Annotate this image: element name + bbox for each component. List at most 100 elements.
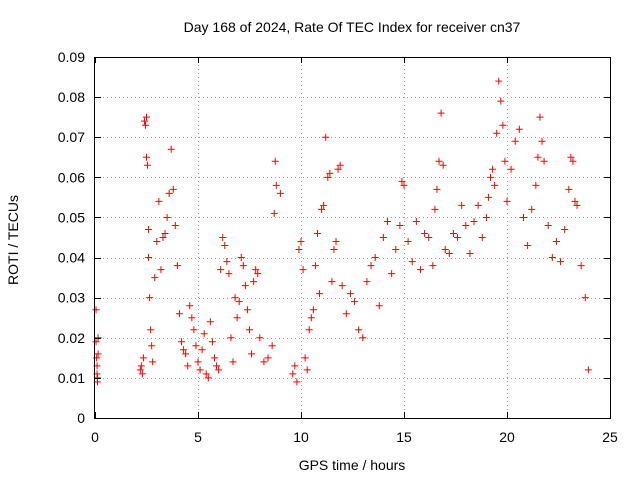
data-point [346, 290, 354, 298]
data-point [169, 185, 177, 193]
data-point [94, 334, 102, 342]
data-point [388, 270, 396, 278]
data-point [470, 217, 478, 225]
data-point [493, 129, 501, 137]
axis-ticks [95, 57, 611, 419]
data-point [499, 121, 507, 129]
data-point [439, 161, 447, 169]
data-point [375, 302, 383, 310]
data-point [250, 278, 258, 286]
grid-layer [95, 57, 610, 418]
data-point [270, 209, 278, 217]
data-point [318, 205, 326, 213]
data-point [241, 282, 249, 290]
data-point [227, 334, 235, 342]
y-tick-label: 0 [77, 410, 85, 426]
data-point [260, 358, 268, 366]
data-point [297, 238, 305, 246]
data-point [581, 294, 589, 302]
data-point [437, 109, 445, 117]
data-point [204, 374, 212, 382]
data-point [153, 238, 161, 246]
data-point [146, 294, 154, 302]
data-point [355, 326, 363, 334]
data-point [478, 234, 486, 241]
data-point [159, 234, 167, 241]
data-point [254, 270, 262, 278]
data-point [544, 221, 552, 229]
data-point [167, 145, 175, 153]
data-point [184, 362, 192, 370]
data-point [180, 346, 188, 354]
data-point [157, 266, 165, 274]
data-point [196, 366, 204, 374]
data-point [299, 266, 307, 274]
data-point [256, 334, 264, 342]
data-point [462, 221, 470, 229]
y-tick-label: 0.02 [58, 330, 85, 346]
data-point [524, 242, 532, 250]
data-point [289, 370, 297, 378]
y-tick-label: 0.03 [58, 290, 85, 306]
data-point [322, 133, 330, 141]
data-point [336, 161, 344, 169]
data-point [435, 157, 443, 165]
data-point [192, 342, 200, 350]
data-point [92, 338, 100, 346]
x-tick-label: 0 [91, 429, 99, 445]
data-point [429, 262, 437, 270]
data-point [92, 306, 100, 314]
x-tick-label: 5 [194, 429, 202, 445]
data-point [519, 213, 527, 221]
data-point [229, 358, 237, 366]
y-axis-label: ROTI / TECUs [5, 195, 21, 285]
data-point [301, 354, 309, 362]
data-point [573, 201, 581, 209]
data-point [137, 362, 145, 370]
data-point [217, 266, 225, 274]
data-point [441, 246, 449, 254]
data-point [243, 306, 251, 314]
data-point [186, 302, 194, 310]
data-point [567, 153, 575, 161]
data-point [491, 181, 499, 189]
data-point [143, 113, 150, 121]
data-point [206, 318, 214, 326]
data-point [400, 181, 408, 189]
data-point [307, 314, 315, 322]
y-tick-label: 0.04 [58, 250, 85, 266]
data-point [139, 354, 147, 362]
data-point [163, 213, 171, 221]
data-point [213, 362, 221, 370]
data-point [140, 117, 148, 125]
data-point [565, 185, 573, 193]
data-point [503, 197, 511, 205]
data-point [178, 338, 186, 346]
data-point [334, 165, 342, 173]
data-point [454, 234, 462, 241]
data-point [210, 354, 218, 362]
data-point [569, 157, 577, 165]
data-point [293, 378, 301, 386]
data-point [466, 250, 474, 258]
data-point [511, 137, 519, 145]
data-point [237, 254, 245, 262]
data-point [272, 181, 280, 189]
data-point [338, 282, 346, 290]
data-point [404, 238, 412, 246]
data-point [536, 113, 544, 121]
x-tick-label: 20 [499, 429, 515, 445]
data-point [151, 274, 159, 282]
data-point [136, 366, 144, 374]
data-point [425, 234, 433, 241]
data-point [198, 346, 206, 354]
data-point [252, 266, 260, 274]
data-point [501, 157, 509, 165]
data-point [145, 225, 153, 233]
data-point [328, 278, 336, 286]
data-point [359, 334, 367, 342]
data-point [221, 242, 229, 250]
y-tick-label: 0.01 [58, 370, 85, 386]
data-point [305, 326, 313, 334]
